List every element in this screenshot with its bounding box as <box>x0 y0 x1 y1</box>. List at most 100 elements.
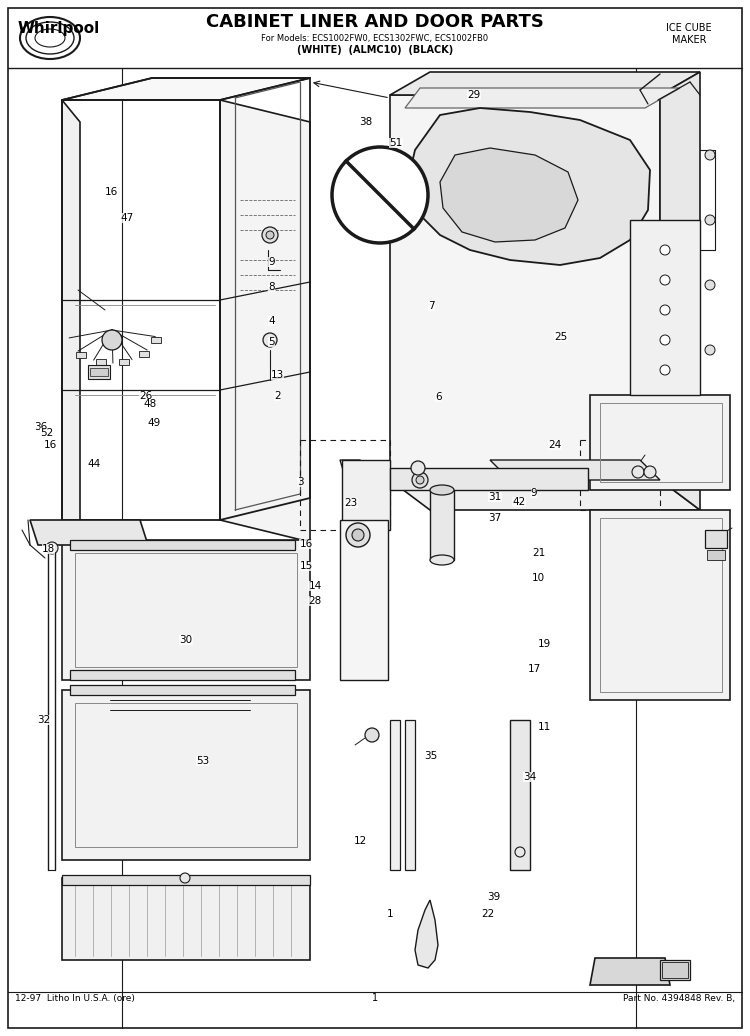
Text: CABINET LINER AND DOOR PARTS: CABINET LINER AND DOOR PARTS <box>206 13 544 31</box>
Text: 10: 10 <box>532 573 545 583</box>
Bar <box>152 337 161 343</box>
Text: 16: 16 <box>299 539 313 549</box>
Circle shape <box>332 147 428 243</box>
Text: 25: 25 <box>554 332 568 342</box>
Polygon shape <box>590 958 670 985</box>
Circle shape <box>262 227 278 243</box>
Polygon shape <box>408 108 650 265</box>
Polygon shape <box>342 460 390 530</box>
Polygon shape <box>390 468 588 490</box>
Text: 17: 17 <box>527 664 541 674</box>
Bar <box>140 350 149 356</box>
Text: 28: 28 <box>308 596 322 606</box>
Circle shape <box>266 231 274 239</box>
Text: 53: 53 <box>196 756 209 767</box>
Circle shape <box>515 847 525 857</box>
Circle shape <box>660 305 670 315</box>
Text: 44: 44 <box>88 459 101 469</box>
Text: R12: R12 <box>347 185 413 214</box>
Text: 29: 29 <box>467 90 481 100</box>
Polygon shape <box>490 460 660 480</box>
Text: 30: 30 <box>179 635 193 645</box>
Text: 4: 4 <box>268 316 274 326</box>
Circle shape <box>632 466 644 478</box>
Text: 34: 34 <box>523 772 536 782</box>
Text: 9: 9 <box>531 488 537 498</box>
Text: 49: 49 <box>148 418 161 428</box>
Polygon shape <box>70 685 295 695</box>
Circle shape <box>46 542 58 554</box>
Polygon shape <box>340 460 378 520</box>
Text: 21: 21 <box>532 548 545 558</box>
Text: MAKER: MAKER <box>672 35 706 45</box>
Bar <box>662 962 688 978</box>
Text: 6: 6 <box>436 392 442 402</box>
Text: (WHITE)  (ALMC10)  (BLACK): (WHITE) (ALMC10) (BLACK) <box>297 45 453 55</box>
Polygon shape <box>590 395 730 490</box>
Text: 36: 36 <box>34 422 48 432</box>
Text: 3: 3 <box>297 477 303 487</box>
Ellipse shape <box>430 485 454 495</box>
Circle shape <box>346 523 370 547</box>
Text: 22: 22 <box>481 909 494 919</box>
Polygon shape <box>62 540 310 680</box>
Text: 48: 48 <box>143 399 157 409</box>
Text: 16: 16 <box>44 440 57 451</box>
Text: 18: 18 <box>42 544 56 554</box>
Polygon shape <box>30 520 148 545</box>
Circle shape <box>705 150 715 160</box>
Text: 37: 37 <box>488 513 502 523</box>
Text: 12-97  Litho In U.S.A. (ore): 12-97 Litho In U.S.A. (ore) <box>15 994 135 1003</box>
Circle shape <box>644 466 656 478</box>
Circle shape <box>660 335 670 345</box>
Text: 26: 26 <box>139 391 152 401</box>
Bar <box>660 960 690 980</box>
Polygon shape <box>62 690 310 860</box>
Text: 47: 47 <box>121 212 134 223</box>
Text: 38: 38 <box>359 117 373 127</box>
Text: 8: 8 <box>268 282 274 292</box>
Polygon shape <box>440 148 578 242</box>
Text: 1: 1 <box>372 992 378 1003</box>
Text: 15: 15 <box>299 560 313 571</box>
Polygon shape <box>390 95 660 480</box>
Ellipse shape <box>430 555 454 565</box>
Text: ICE CUBE: ICE CUBE <box>666 23 712 33</box>
Polygon shape <box>62 877 310 960</box>
Polygon shape <box>405 720 415 870</box>
Text: 52: 52 <box>40 428 53 438</box>
Text: Part No. 4394848 Rev. B,: Part No. 4394848 Rev. B, <box>622 994 735 1003</box>
Ellipse shape <box>35 29 65 47</box>
Circle shape <box>705 280 715 290</box>
Text: 11: 11 <box>538 722 551 732</box>
Text: 13: 13 <box>271 370 284 380</box>
Ellipse shape <box>26 22 74 54</box>
Polygon shape <box>415 900 438 968</box>
Circle shape <box>180 873 190 883</box>
Text: 12: 12 <box>353 836 367 846</box>
Polygon shape <box>660 71 700 510</box>
Text: Whirlpool: Whirlpool <box>18 21 101 35</box>
Text: 42: 42 <box>512 497 526 508</box>
Text: 2: 2 <box>274 391 280 401</box>
Text: 39: 39 <box>487 892 500 902</box>
Circle shape <box>352 529 364 541</box>
Circle shape <box>416 476 424 484</box>
Text: For Models: ECS1002FW0, ECS1302FWC, ECS1002FB0: For Models: ECS1002FW0, ECS1302FWC, ECS1… <box>262 33 488 42</box>
Text: 1: 1 <box>387 909 393 919</box>
Ellipse shape <box>20 17 80 59</box>
Bar <box>97 359 106 365</box>
Text: 31: 31 <box>488 492 502 502</box>
Circle shape <box>660 365 670 375</box>
Circle shape <box>705 215 715 225</box>
Text: 24: 24 <box>548 440 562 451</box>
Polygon shape <box>220 100 310 542</box>
Circle shape <box>263 333 277 347</box>
Bar <box>705 530 727 548</box>
Polygon shape <box>62 78 310 100</box>
Bar <box>430 490 454 560</box>
Polygon shape <box>510 720 530 870</box>
Text: 23: 23 <box>344 498 358 509</box>
Polygon shape <box>390 71 700 95</box>
Polygon shape <box>340 520 388 680</box>
